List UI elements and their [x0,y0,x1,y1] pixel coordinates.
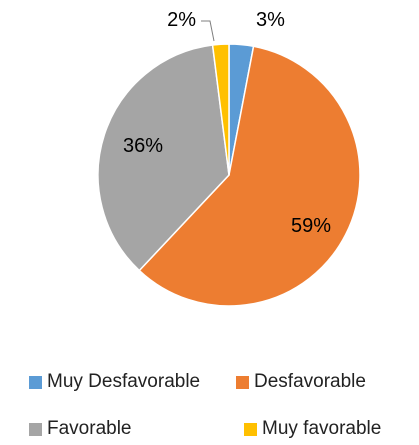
pie-slice-desfavorable [138,45,361,307]
data-label-desfavorable: 59% [291,215,331,237]
leader-line-muy-favorable [201,20,215,42]
pie-slice-favorable [97,44,230,272]
data-labels: 3% 59% 36% 2% [123,9,331,237]
data-label-favorable: 36% [123,135,163,157]
pie-slice-muy-favorable [211,43,230,176]
data-label-muy-favorable: 2% [167,9,196,31]
pie-slices [97,43,361,307]
leader-lines [201,20,215,42]
data-label-muy-desfavorable: 3% [256,9,285,31]
